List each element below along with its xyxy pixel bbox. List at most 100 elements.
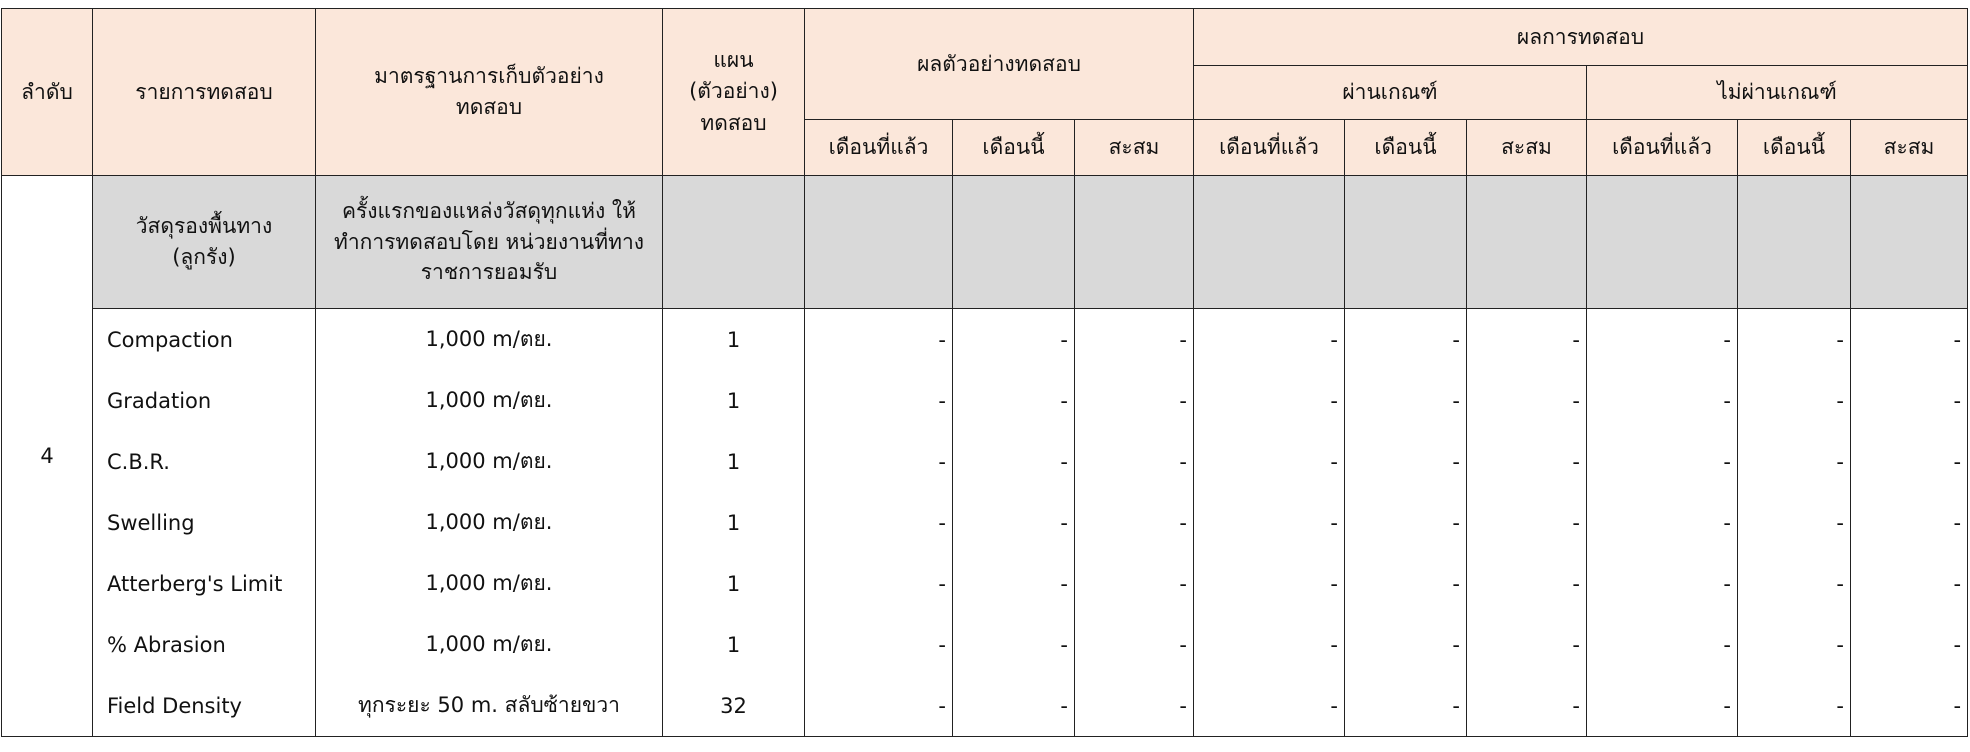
result-value: - — [1466, 614, 1587, 675]
result-value: - — [1586, 553, 1738, 614]
test-item: C.B.R. — [92, 431, 316, 492]
result-value: - — [1849, 553, 1969, 614]
result-value: - — [1586, 492, 1738, 553]
result-value: - — [1344, 431, 1467, 492]
group-name: วัสดุรองพื้นทาง (ลูกรัง) — [92, 175, 316, 309]
header-sample-this-month: เดือนนี้ — [952, 119, 1075, 176]
result-value: - — [804, 614, 953, 675]
result-value: - — [1074, 492, 1194, 553]
header-pass-this-month: เดือนนี้ — [1344, 119, 1467, 176]
result-value: - — [1074, 553, 1194, 614]
result-value: - — [1849, 308, 1969, 370]
header-sample-result: ผลตัวอย่างทดสอบ — [804, 8, 1194, 120]
result-value: - — [1737, 553, 1851, 614]
test-item: Compaction — [92, 308, 316, 370]
sampling-standard: 1,000 m/ตย. — [315, 553, 663, 614]
result-value: - — [1849, 431, 1969, 492]
group-seq: 4 — [1, 175, 93, 737]
test-item: Atterberg's Limit — [92, 553, 316, 614]
plan-count: 1 — [662, 431, 805, 492]
plan-count: 1 — [662, 308, 805, 370]
result-value: - — [1074, 675, 1194, 737]
test-results-table: ลำดับ รายการทดสอบ มาตรฐานการเก็บตัวอย่าง… — [1, 8, 1969, 737]
table-row: C.B.R. 1,000 m/ตย. 1--------- — [2, 431, 1969, 492]
result-value: - — [1849, 675, 1969, 737]
result-value: - — [1074, 370, 1194, 431]
result-value: - — [1193, 675, 1345, 737]
header-test-item: รายการทดสอบ — [92, 8, 316, 176]
result-value: - — [1344, 553, 1467, 614]
result-value: - — [1466, 370, 1587, 431]
table-row: Field Density ทุกระยะ 50 m. สลับซ้ายขวา … — [2, 675, 1969, 737]
result-value: - — [1849, 370, 1969, 431]
result-value: - — [1586, 614, 1738, 675]
result-value: - — [1466, 308, 1587, 370]
result-value: - — [1466, 492, 1587, 553]
table-row: Compaction 1,000 m/ตย. 1--------- — [2, 308, 1969, 370]
sampling-standard: 1,000 m/ตย. — [315, 431, 663, 492]
result-value: - — [1466, 553, 1587, 614]
header-standard: มาตรฐานการเก็บตัวอย่างทดสอบ — [315, 8, 663, 176]
result-value: - — [1193, 308, 1345, 370]
result-value: - — [804, 431, 953, 492]
plan-count: 1 — [662, 370, 805, 431]
result-value: - — [1344, 675, 1467, 737]
result-value: - — [1344, 308, 1467, 370]
table-row: Swelling 1,000 m/ตย. 1--------- — [2, 492, 1969, 553]
header-fail-cumulative: สะสม — [1849, 119, 1969, 176]
result-value: - — [1737, 370, 1851, 431]
result-value: - — [1466, 431, 1587, 492]
header-pass-cumulative: สะสม — [1466, 119, 1587, 176]
result-value: - — [1466, 675, 1587, 737]
result-value: - — [804, 553, 953, 614]
result-value: - — [1074, 614, 1194, 675]
plan-count: 32 — [662, 675, 805, 737]
result-value: - — [1849, 492, 1969, 553]
header-sample-last-month: เดือนที่แล้ว — [804, 119, 953, 176]
result-value: - — [804, 492, 953, 553]
result-value: - — [1737, 492, 1851, 553]
table-row: Gradation 1,000 m/ตย. 1--------- — [2, 370, 1969, 431]
result-value: - — [804, 370, 953, 431]
plan-count: 1 — [662, 492, 805, 553]
result-value: - — [1737, 675, 1851, 737]
result-value: - — [952, 308, 1075, 370]
header-fail: ไม่ผ่านเกณฑ์ — [1585, 65, 1969, 120]
result-value: - — [1737, 614, 1851, 675]
result-value: - — [952, 553, 1075, 614]
header-seq: ลำดับ — [1, 8, 93, 176]
header-fail-last-month: เดือนที่แล้ว — [1586, 119, 1738, 176]
result-value: - — [1193, 553, 1345, 614]
table-row: Atterberg's Limit 1,000 m/ตย. 1--------- — [2, 553, 1969, 614]
test-item: Swelling — [92, 492, 316, 553]
header-pass-last-month: เดือนที่แล้ว — [1193, 119, 1345, 176]
sampling-standard: 1,000 m/ตย. — [315, 614, 663, 675]
sampling-standard: ทุกระยะ 50 m. สลับซ้ายขวา — [315, 675, 663, 737]
result-value: - — [1586, 675, 1738, 737]
plan-count: 1 — [662, 614, 805, 675]
result-value: - — [1344, 492, 1467, 553]
header-plan: แผน (ตัวอย่าง) ทดสอบ — [662, 8, 805, 176]
result-value: - — [1586, 370, 1738, 431]
header-test-result: ผลการทดสอบ — [1192, 8, 1969, 66]
group-standard: ครั้งแรกของแหล่งวัสดุทุกแห่ง ให้ทำการทดส… — [315, 175, 663, 309]
plan-count: 1 — [662, 553, 805, 614]
group-row: 4 วัสดุรองพื้นทาง (ลูกรัง) ครั้งแรกของแห… — [1, 175, 1969, 737]
result-value: - — [952, 675, 1075, 737]
result-value: - — [804, 675, 953, 737]
result-value: - — [952, 431, 1075, 492]
result-value: - — [1849, 614, 1969, 675]
result-value: - — [1344, 370, 1467, 431]
table-row: % Abrasion 1,000 m/ตย. 1--------- — [2, 614, 1969, 675]
result-value: - — [952, 370, 1075, 431]
header-pass: ผ่านเกณฑ์ — [1193, 65, 1587, 120]
sampling-standard: 1,000 m/ตย. — [315, 370, 663, 431]
result-value: - — [1193, 370, 1345, 431]
sampling-standard: 1,000 m/ตย. — [315, 308, 663, 370]
result-value: - — [952, 614, 1075, 675]
result-value: - — [804, 308, 953, 370]
test-item: Field Density — [92, 675, 316, 737]
result-value: - — [1074, 431, 1194, 492]
result-value: - — [1737, 308, 1851, 370]
test-item: Gradation — [92, 370, 316, 431]
